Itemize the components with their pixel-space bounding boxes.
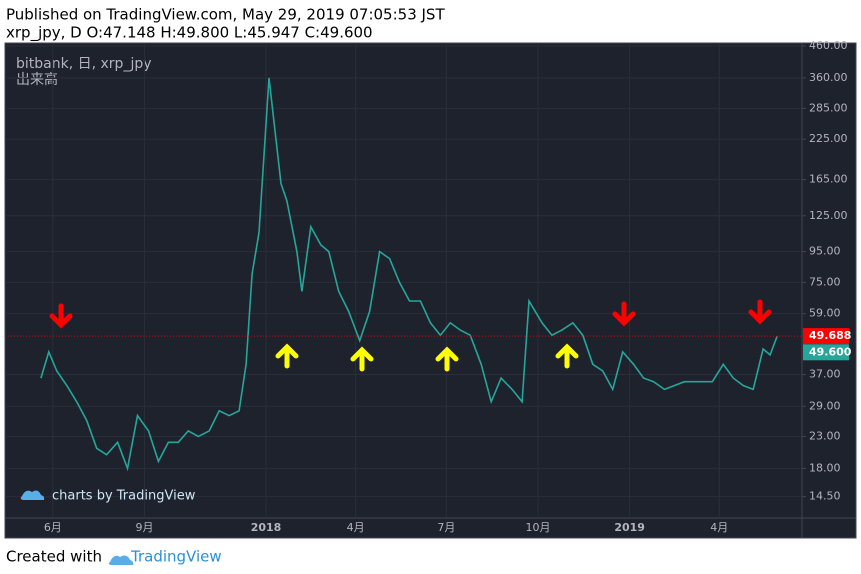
up-arrow (350, 346, 374, 372)
x-tick-label: 4月 (710, 521, 728, 534)
legend-title: bitbank, 日, xrp_jpy (16, 56, 152, 72)
y-tick-label: 14.50 (809, 490, 841, 503)
y-tick-label: 225.00 (809, 132, 848, 145)
y-tick-label: 125.00 (809, 209, 848, 222)
price-label: 49.600 (809, 345, 852, 358)
x-tick-label: 6月 (44, 521, 62, 534)
down-arrow (748, 299, 772, 325)
watermark: charts by TradingView (52, 489, 196, 504)
x-tick-label: 2018 (251, 521, 282, 534)
footer-prefix: Created with (6, 548, 102, 566)
annotations (49, 299, 772, 372)
footer-logo (108, 555, 134, 565)
x-tick-label: 7月 (437, 521, 455, 534)
price-label-box (803, 344, 849, 361)
watermark-logo (20, 490, 45, 500)
price-line (40, 77, 778, 472)
y-tick-label: 75.00 (809, 275, 841, 288)
x-tick-label: 2019 (614, 521, 645, 534)
x-tick-label: 10月 (525, 521, 550, 534)
price-label: 49.688 (809, 329, 851, 342)
y-tick-label: 29.00 (809, 399, 841, 412)
y-tick-label: 95.00 (809, 245, 841, 258)
plot: 14.50 18.00 23.00 29.00 37.00 59.00 75.00 95.00… (5, 39, 852, 534)
legend-sub: 出来高 (16, 71, 58, 88)
y-tick-label: 37.00 (809, 367, 841, 380)
down-arrow (49, 303, 73, 329)
y-tick-label: 285.00 (809, 101, 848, 114)
y-tick-label: 165.00 (809, 173, 848, 186)
y-tick-label: 360.00 (809, 71, 848, 84)
footer-brand: TradingView (130, 548, 222, 566)
y-tick-label: 460.00 (809, 39, 848, 52)
down-arrow (612, 301, 636, 327)
plot-panel (4, 42, 857, 539)
y-tick-label: 23.00 (809, 429, 841, 442)
up-arrow (275, 343, 299, 369)
chart-subtitle: xrp_jpy, D O:47.148 H:49.800 L:45.947 C:… (6, 24, 373, 43)
x-tick-label: 4月 (347, 521, 365, 534)
y-tick-label: 59.00 (809, 307, 841, 320)
up-arrow (435, 346, 459, 372)
chart-title: Published on TradingView.com, May 29, 20… (6, 6, 445, 24)
price-label-box (803, 328, 849, 345)
x-tick-label: 9月 (135, 521, 153, 534)
up-arrow (555, 343, 579, 369)
y-tick-label: 18.00 (809, 461, 841, 474)
